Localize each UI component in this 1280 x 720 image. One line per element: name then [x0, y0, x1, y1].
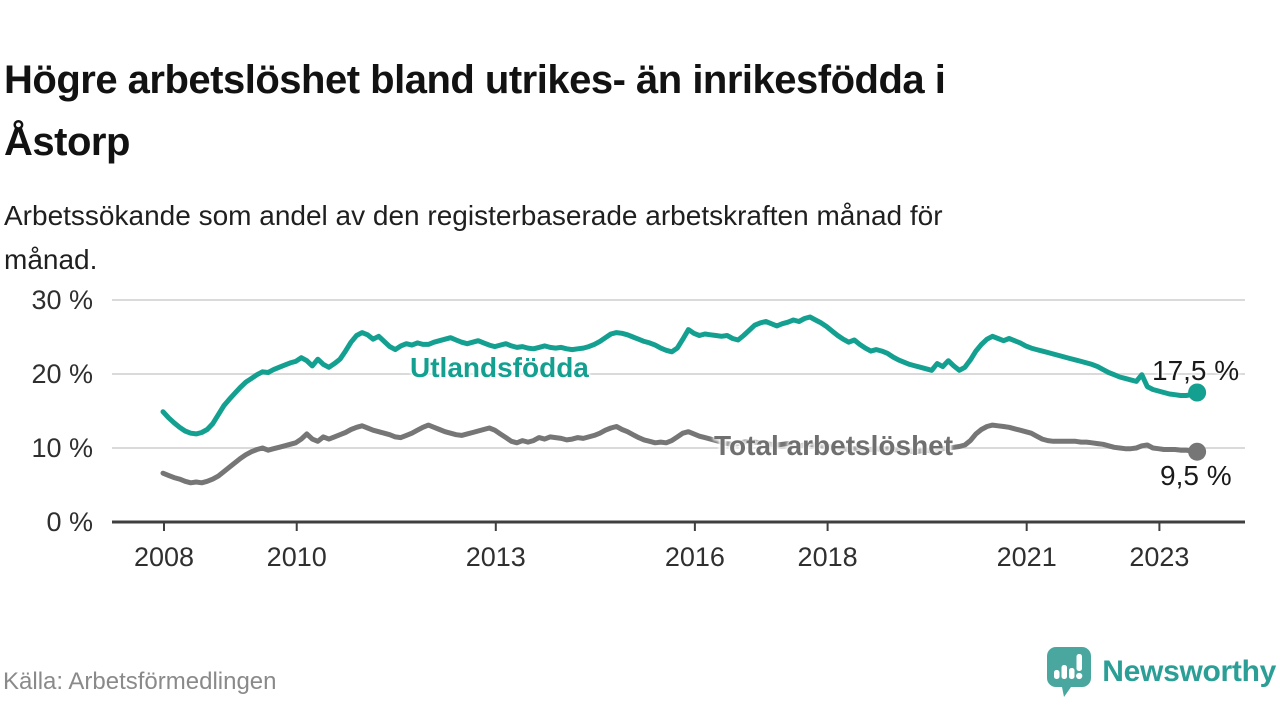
x-axis-label: 2010	[267, 542, 327, 572]
bar-chart-speech-bubble-icon	[1047, 647, 1092, 697]
x-axis-label: 2023	[1129, 542, 1189, 572]
page-title: Högre arbetslöshet bland utrikes- än inr…	[4, 49, 1234, 173]
page-title-line1: Högre arbetslöshet bland utrikes- än inr…	[4, 57, 946, 102]
x-axis-label: 2021	[997, 542, 1057, 572]
newsworthy-branding: Newsworthy	[1045, 645, 1276, 698]
y-axis-label: 20 %	[31, 359, 93, 389]
x-axis-label: 2016	[665, 542, 725, 572]
series-label-utlandsfodda: Utlandsfödda	[410, 352, 589, 383]
page-title-line2: Åstorp	[4, 119, 130, 164]
brand-name: Newsworthy	[1102, 654, 1276, 688]
series-label-total-arbetsloshet: Total arbetslöshet	[714, 430, 954, 461]
source-note: Källa: Arbetsförmedlingen	[3, 668, 277, 695]
series-line-total-arbetsl-shet	[160, 422, 1200, 486]
chart-subtitle-line1: Arbetssökande som andel av den registerb…	[4, 200, 943, 231]
x-axis-label: 2018	[798, 542, 858, 572]
x-axis-label: 2008	[134, 542, 194, 572]
end-value-label-total: 9,5 %	[1160, 460, 1232, 491]
chart-subtitle-line2: månad.	[4, 244, 98, 275]
y-axis-label: 10 %	[31, 433, 93, 463]
end-value-label-utlandsfodda: 17,5 %	[1152, 355, 1240, 386]
series-end-dot	[1188, 442, 1207, 461]
chart-subtitle: Arbetssökande som andel av den registerb…	[4, 194, 1234, 282]
series-end-dot	[1188, 383, 1207, 402]
y-axis-label: 0 %	[46, 507, 93, 537]
y-axis-label: 30 %	[31, 285, 93, 315]
x-axis-label: 2013	[466, 542, 526, 572]
series-line-utlandsf-dda	[160, 314, 1200, 437]
unemployment-line-chart: 0 % 10 % 20 % 30 % 2008 2010 2013 2016 2018 2021 2…	[31, 285, 1245, 572]
